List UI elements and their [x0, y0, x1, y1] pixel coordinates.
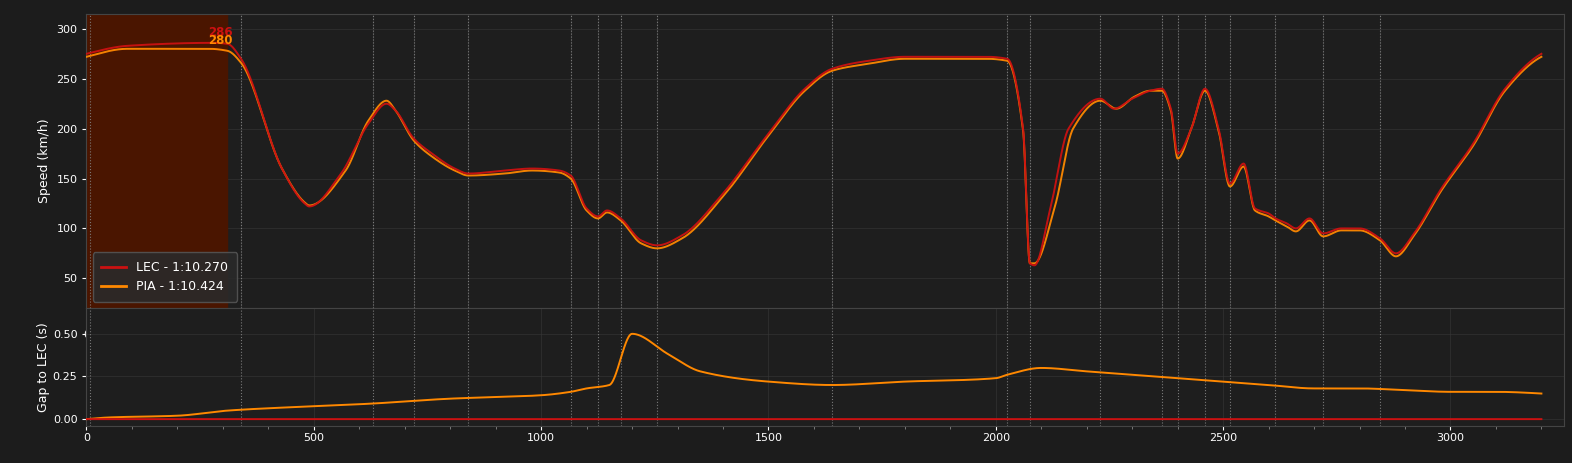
Bar [86, 14, 228, 308]
Text: 280: 280 [209, 34, 233, 47]
Y-axis label: Speed (km/h): Speed (km/h) [38, 119, 50, 203]
Legend: LEC - 1:10.270, PIA - 1:10.424: LEC - 1:10.270, PIA - 1:10.424 [93, 252, 237, 302]
Text: 286: 286 [208, 26, 233, 39]
Y-axis label: Gap to LEC (s): Gap to LEC (s) [36, 322, 50, 412]
